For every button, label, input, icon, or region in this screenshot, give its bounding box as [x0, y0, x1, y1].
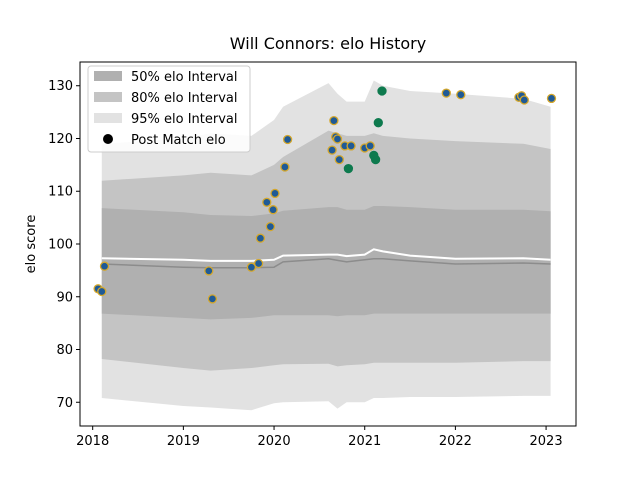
post-match-elo-point [365, 141, 375, 151]
y-tick-label: 130 [48, 79, 73, 94]
y-tick-label: 70 [56, 396, 73, 411]
post-match-elo-point [253, 258, 264, 269]
post-match-elo-point [441, 88, 451, 98]
legend-swatch-95 [94, 113, 122, 123]
post-match-elo-point [204, 266, 214, 276]
plot-area [93, 80, 557, 411]
post-match-elo-point [262, 197, 272, 207]
y-tick-label: 110 [48, 185, 73, 200]
x-axis: 2018 2019 2020 2021 2022 2023 [76, 426, 563, 449]
post-match-elo-point [370, 154, 381, 165]
y-tick-label: 120 [48, 132, 73, 147]
y-tick-label: 90 [56, 290, 73, 305]
y-tick-label: 80 [56, 343, 73, 358]
legend-swatch-80 [94, 92, 122, 102]
post-match-elo-point [456, 90, 466, 100]
y-axis: 70 80 90 100 110 120 130 [48, 79, 80, 411]
legend-label: Post Match elo [131, 133, 226, 148]
post-match-elo-point [334, 154, 344, 165]
x-tick-label: 2020 [258, 434, 291, 449]
chart-title: Will Connors: elo History [230, 34, 426, 53]
post-match-elo-point [99, 261, 110, 271]
legend-label: 95% elo Interval [131, 112, 238, 127]
post-match-elo-point [207, 294, 218, 304]
post-match-elo-point [343, 163, 354, 174]
post-match-elo-point [332, 134, 343, 144]
post-match-elo-point [546, 93, 557, 104]
legend: 50% elo Interval 80% elo Interval 95% elo … [87, 65, 251, 153]
post-match-elo-point [265, 221, 276, 232]
post-match-elo-point [268, 205, 278, 215]
legend-box [87, 65, 251, 153]
post-match-elo-point [270, 188, 280, 199]
legend-label: 80% elo Interval [131, 91, 238, 106]
post-match-elo-point [327, 145, 337, 155]
post-match-elo-point [519, 95, 529, 105]
band-50-interval [101, 206, 551, 320]
x-tick-label: 2023 [530, 434, 563, 449]
legend-swatch-50 [94, 71, 122, 81]
legend-marker-post-match [103, 134, 113, 144]
post-match-elo-point [329, 115, 339, 126]
x-tick-label: 2022 [439, 434, 472, 449]
post-match-elo-point [282, 134, 293, 145]
x-tick-label: 2018 [76, 434, 109, 449]
post-match-elo-point [377, 86, 387, 96]
y-tick-label: 100 [48, 238, 73, 253]
mean-elo-line [101, 248, 551, 262]
post-match-elo-point [346, 141, 356, 151]
x-tick-label: 2021 [348, 434, 381, 449]
post-match-elo-point [255, 233, 266, 243]
x-tick-label: 2019 [167, 434, 200, 449]
post-match-elo-point [97, 286, 107, 297]
legend-label: 50% elo Interval [131, 70, 238, 85]
post-match-elo-point [246, 262, 257, 272]
post-match-elo-point [373, 118, 383, 128]
post-match-elo-point [280, 162, 290, 172]
median-elo-line [101, 258, 551, 269]
y-axis-label: elo score [24, 215, 39, 274]
